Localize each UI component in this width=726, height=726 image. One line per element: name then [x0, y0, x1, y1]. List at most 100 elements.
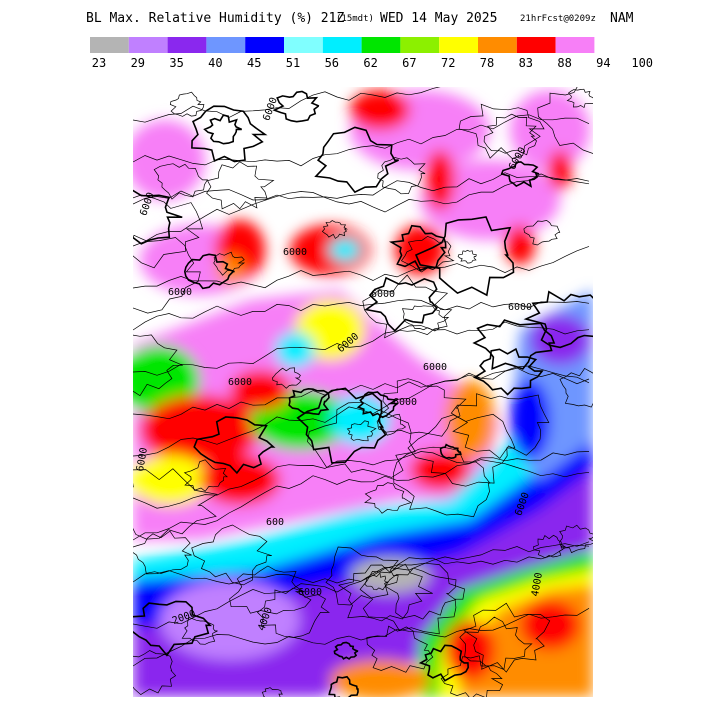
legend-swatch: [555, 37, 595, 53]
contour-line: [472, 347, 544, 396]
contour-line: [288, 387, 330, 416]
contour-line: [133, 600, 212, 657]
legend-swatch: [284, 37, 323, 53]
contour-line: [483, 113, 537, 156]
contour-line: [333, 641, 359, 660]
legend-tick-label: 40: [208, 56, 222, 70]
contour-line: [314, 126, 399, 194]
contour-line: [384, 567, 457, 620]
contour-line: [450, 393, 550, 459]
contour-label: 6000: [508, 302, 532, 313]
contour-line: [133, 468, 218, 540]
contour-line: [133, 365, 590, 420]
contour-line: [133, 650, 177, 696]
contour-line: [414, 216, 515, 297]
contour-line: [346, 420, 377, 442]
contour-line: [133, 189, 183, 245]
contour-line: [261, 687, 283, 697]
contour-line: [133, 321, 590, 376]
contour-line: [532, 534, 567, 559]
contour-line: [376, 413, 407, 436]
contour-line: [203, 114, 243, 145]
title-main: BL Max. Relative Humidity (%) 21Z: [86, 11, 344, 26]
contour-line: [153, 163, 209, 200]
contour-line: [418, 644, 470, 682]
contour-line: [229, 565, 312, 615]
contour-line: [559, 524, 593, 554]
contour-line: [459, 616, 533, 670]
contour-label: 6000: [228, 377, 252, 388]
contour-label: 6000: [168, 287, 192, 298]
contour-line: [537, 87, 593, 154]
contour-line: [472, 319, 556, 371]
contour-line: [388, 224, 447, 272]
contour-line: [364, 276, 438, 332]
legend-tick-label: 23: [92, 56, 106, 70]
contour-line: [133, 114, 590, 167]
legend-tick-label: 29: [131, 56, 145, 70]
legend-swatch: [128, 37, 168, 53]
contour-label: 6000: [283, 247, 307, 258]
contours: [133, 87, 593, 697]
legend-tick-label: 83: [519, 56, 533, 70]
contour-label: 600: [266, 517, 284, 528]
legend-tick-label: 51: [286, 56, 300, 70]
contour-line: [359, 562, 465, 635]
humidity-field: [133, 90, 593, 697]
contour-line: [133, 530, 192, 574]
contour-line: [407, 413, 516, 487]
contour-line: [458, 103, 545, 159]
contour-line: [191, 105, 268, 163]
title-model: NAM: [610, 11, 634, 26]
contour-line: [439, 443, 462, 460]
contour-line: [272, 367, 302, 389]
contour-line: [500, 161, 540, 188]
contour-line: [457, 249, 477, 264]
contour-line: [133, 451, 590, 509]
legend-swatch: [361, 37, 401, 53]
contour-line: [133, 607, 590, 667]
legend-swatch: [245, 37, 284, 53]
contour-line: [133, 367, 590, 457]
contour-line: [181, 616, 218, 645]
legend-swatch: [90, 37, 129, 53]
contour-line: [193, 416, 276, 475]
contour-line: [133, 173, 590, 247]
contour-line: [133, 194, 204, 269]
legend-tick-label: 62: [363, 56, 377, 70]
colorbar: 23 29 35 40 45 51 56 62 67 72 78 83 88 94 100: [90, 37, 653, 70]
legend-swatch: [439, 37, 478, 53]
legend-swatch: [400, 37, 440, 53]
contour-line: [256, 587, 331, 638]
contour-label: 4000: [530, 572, 545, 598]
contour-line: [169, 91, 205, 117]
contour-label: 6000: [298, 587, 322, 598]
legend-tick-label: 72: [441, 56, 455, 70]
contour-label: 6000: [423, 362, 447, 373]
legend-tick-label: 45: [247, 56, 261, 70]
contour-line: [206, 161, 275, 210]
contour-line: [377, 157, 426, 195]
contour-line: [321, 220, 348, 239]
contour-label: 6000: [135, 447, 150, 473]
map: 6000600060006000600060006000600060006000…: [133, 87, 593, 697]
contour-line: [364, 482, 412, 514]
contour-line: [325, 546, 399, 606]
contour-line: [566, 88, 593, 109]
contour-line: [133, 172, 590, 205]
legend-swatch: [478, 37, 517, 53]
contour-line: [440, 655, 504, 697]
contour-line: [559, 368, 593, 408]
legend-tick-label: 35: [169, 56, 183, 70]
legend-swatch: [206, 37, 246, 53]
contour-line: [463, 602, 551, 673]
contour-line: [401, 305, 450, 332]
contour-line: [356, 391, 400, 419]
contour-line: [307, 401, 416, 478]
legend-tick-label: 100: [631, 56, 653, 70]
contour-line: [133, 87, 441, 123]
legend-swatch: [322, 37, 362, 53]
contour-line: [328, 675, 359, 697]
